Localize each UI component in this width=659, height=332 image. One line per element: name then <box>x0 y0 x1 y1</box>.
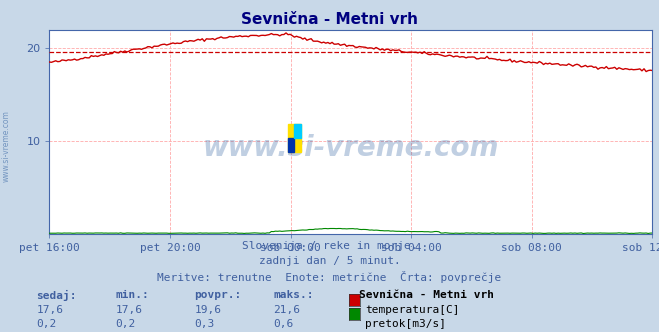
Text: temperatura[C]: temperatura[C] <box>365 305 459 315</box>
Text: povpr.:: povpr.: <box>194 290 242 299</box>
Text: 17,6: 17,6 <box>115 305 142 315</box>
Text: Sevnična - Metni vrh: Sevnična - Metni vrh <box>241 12 418 27</box>
Text: Sevnična - Metni vrh: Sevnična - Metni vrh <box>359 290 494 299</box>
Text: 19,6: 19,6 <box>194 305 221 315</box>
Text: www.si-vreme.com: www.si-vreme.com <box>203 134 499 162</box>
Text: zadnji dan / 5 minut.: zadnji dan / 5 minut. <box>258 256 401 266</box>
Text: 0,2: 0,2 <box>115 319 136 329</box>
Text: 0,6: 0,6 <box>273 319 294 329</box>
Text: 0,3: 0,3 <box>194 319 215 329</box>
Text: 21,6: 21,6 <box>273 305 301 315</box>
Text: sedaj:: sedaj: <box>36 290 76 300</box>
Text: Slovenija / reke in morje.: Slovenija / reke in morje. <box>242 241 417 251</box>
Text: maks.:: maks.: <box>273 290 314 299</box>
Bar <box>287 124 301 152</box>
Text: Meritve: trenutne  Enote: metrične  Črta: povprečje: Meritve: trenutne Enote: metrične Črta: … <box>158 271 501 283</box>
Text: www.si-vreme.com: www.si-vreme.com <box>2 110 11 182</box>
Text: min.:: min.: <box>115 290 149 299</box>
Text: pretok[m3/s]: pretok[m3/s] <box>365 319 446 329</box>
Bar <box>294 124 301 138</box>
Text: 0,2: 0,2 <box>36 319 57 329</box>
Bar <box>287 138 294 152</box>
Text: 17,6: 17,6 <box>36 305 63 315</box>
